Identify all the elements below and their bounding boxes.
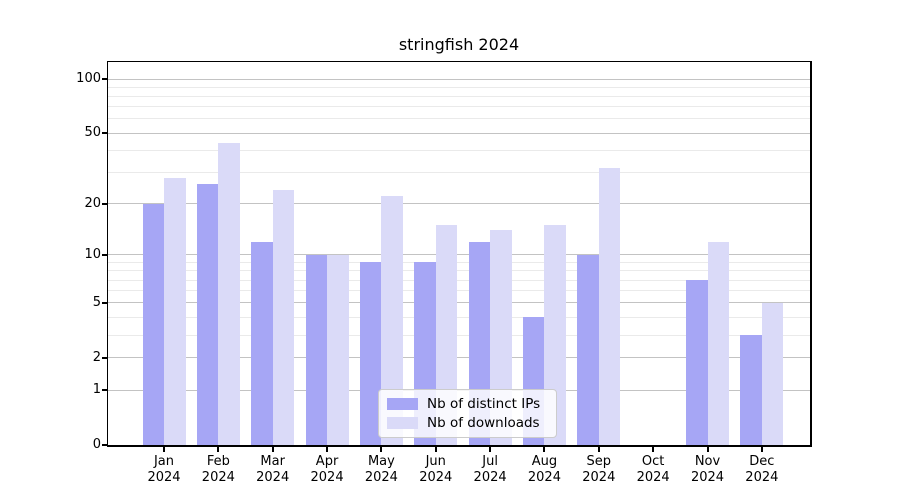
bar-distinct-ips-feb: [196, 183, 219, 445]
x-tick-label-may: May 2024: [364, 454, 398, 485]
y-tick-label-1: 1: [92, 382, 101, 398]
chart-title: stringfish 2024: [398, 35, 520, 54]
minor-gridline: [108, 172, 810, 174]
minor-gridline: [108, 334, 810, 336]
major-gridline: [108, 357, 810, 359]
plot-area: [108, 62, 810, 445]
minor-gridline: [108, 118, 810, 120]
y-tick-mark: [101, 132, 107, 135]
bar-downloads-may: [381, 196, 403, 445]
x-tick-mark: [434, 446, 437, 452]
major-gridline: [108, 254, 810, 256]
bar-downloads-mar: [272, 189, 295, 445]
bar-downloads-dec: [761, 302, 784, 445]
legend-item-downloads: Nb of downloads: [387, 415, 548, 431]
y-tick-mark: [101, 202, 107, 205]
minor-gridline: [108, 96, 810, 97]
major-gridline: [108, 132, 810, 134]
y-tick-label-2: 2: [92, 349, 101, 365]
x-tick-mark: [652, 446, 655, 452]
legend-label-distinct-ips: Nb of distinct IPs: [427, 396, 541, 412]
bar-distinct-ips-jan: [142, 203, 164, 445]
x-tick-mark: [163, 446, 165, 452]
x-tick-mark: [380, 446, 383, 452]
y-tick-mark: [101, 78, 107, 80]
minor-gridline: [108, 316, 810, 318]
x-tick-label-aug: Aug 2024: [527, 454, 561, 485]
y-tick-label-5: 5: [92, 294, 101, 310]
y-tick-label-0: 0: [92, 437, 101, 452]
x-axis-spine: [106, 445, 812, 447]
x-tick-label-jun: Jun 2024: [419, 454, 453, 485]
y-tick-mark: [101, 301, 107, 304]
y-tick-label-100: 100: [76, 71, 101, 86]
legend-swatch-downloads: [387, 417, 418, 429]
x-tick-mark: [706, 446, 709, 452]
x-tick-mark: [543, 446, 546, 452]
bar-downloads-sep: [598, 167, 621, 445]
bar-downloads-nov: [707, 241, 729, 445]
bar-distinct-ips-may: [359, 262, 382, 445]
y-tick-label-20: 20: [84, 195, 101, 211]
major-gridline: [108, 302, 810, 304]
top-spine: [106, 60, 812, 62]
x-tick-label-oct: Oct 2024: [636, 454, 670, 485]
bar-distinct-ips-dec: [740, 335, 762, 445]
y-tick-mark: [101, 253, 107, 256]
right-spine: [810, 60, 812, 447]
bar-distinct-ips-nov: [686, 280, 708, 445]
y-tick-mark: [101, 444, 107, 446]
legend: Nb of distinct IPs Nb of downloads: [378, 389, 557, 438]
legend-label-downloads: Nb of downloads: [427, 415, 540, 431]
minor-gridline: [108, 106, 810, 108]
y-tick-mark: [101, 356, 107, 359]
x-tick-label-jul: Jul 2024: [473, 454, 507, 485]
x-tick-label-dec: Dec 2024: [745, 454, 779, 485]
bar-distinct-ips-apr: [305, 254, 328, 445]
x-tick-label-nov: Nov 2024: [690, 454, 725, 485]
bar-downloads-jan: [164, 178, 186, 445]
x-tick-mark: [760, 446, 763, 452]
minor-gridline: [108, 149, 810, 151]
minor-gridline: [108, 279, 810, 281]
x-tick-mark: [597, 446, 600, 452]
bar-downloads-apr: [327, 254, 349, 445]
legend-swatch-distinct-ips: [387, 398, 418, 410]
minor-gridline: [108, 270, 810, 272]
legend-item-distinct-ips: Nb of distinct IPs: [387, 396, 548, 412]
minor-gridline: [108, 290, 810, 292]
x-tick-mark: [489, 446, 492, 452]
x-tick-label-apr: Apr 2024: [310, 454, 344, 485]
y-tick-label-50: 50: [84, 125, 101, 141]
bar-distinct-ips-mar: [251, 241, 273, 445]
bar-downloads-feb: [218, 143, 240, 445]
minor-gridline: [108, 261, 810, 263]
y-tick-label-10: 10: [84, 246, 101, 262]
x-tick-mark: [217, 446, 220, 452]
minor-gridline: [108, 86, 810, 88]
x-tick-label-sep: Sep 2024: [582, 454, 616, 485]
major-gridline: [108, 78, 810, 80]
x-tick-label-feb: Feb 2024: [201, 454, 235, 485]
x-tick-mark: [271, 446, 274, 452]
y-axis-spine: [106, 60, 108, 447]
x-tick-label-mar: Mar 2024: [256, 454, 290, 485]
bar-distinct-ips-sep: [577, 254, 599, 445]
y-tick-mark: [101, 389, 107, 392]
major-gridline: [108, 203, 810, 205]
x-tick-mark: [326, 446, 329, 452]
x-tick-label-jan: Jan 2024: [147, 454, 181, 485]
